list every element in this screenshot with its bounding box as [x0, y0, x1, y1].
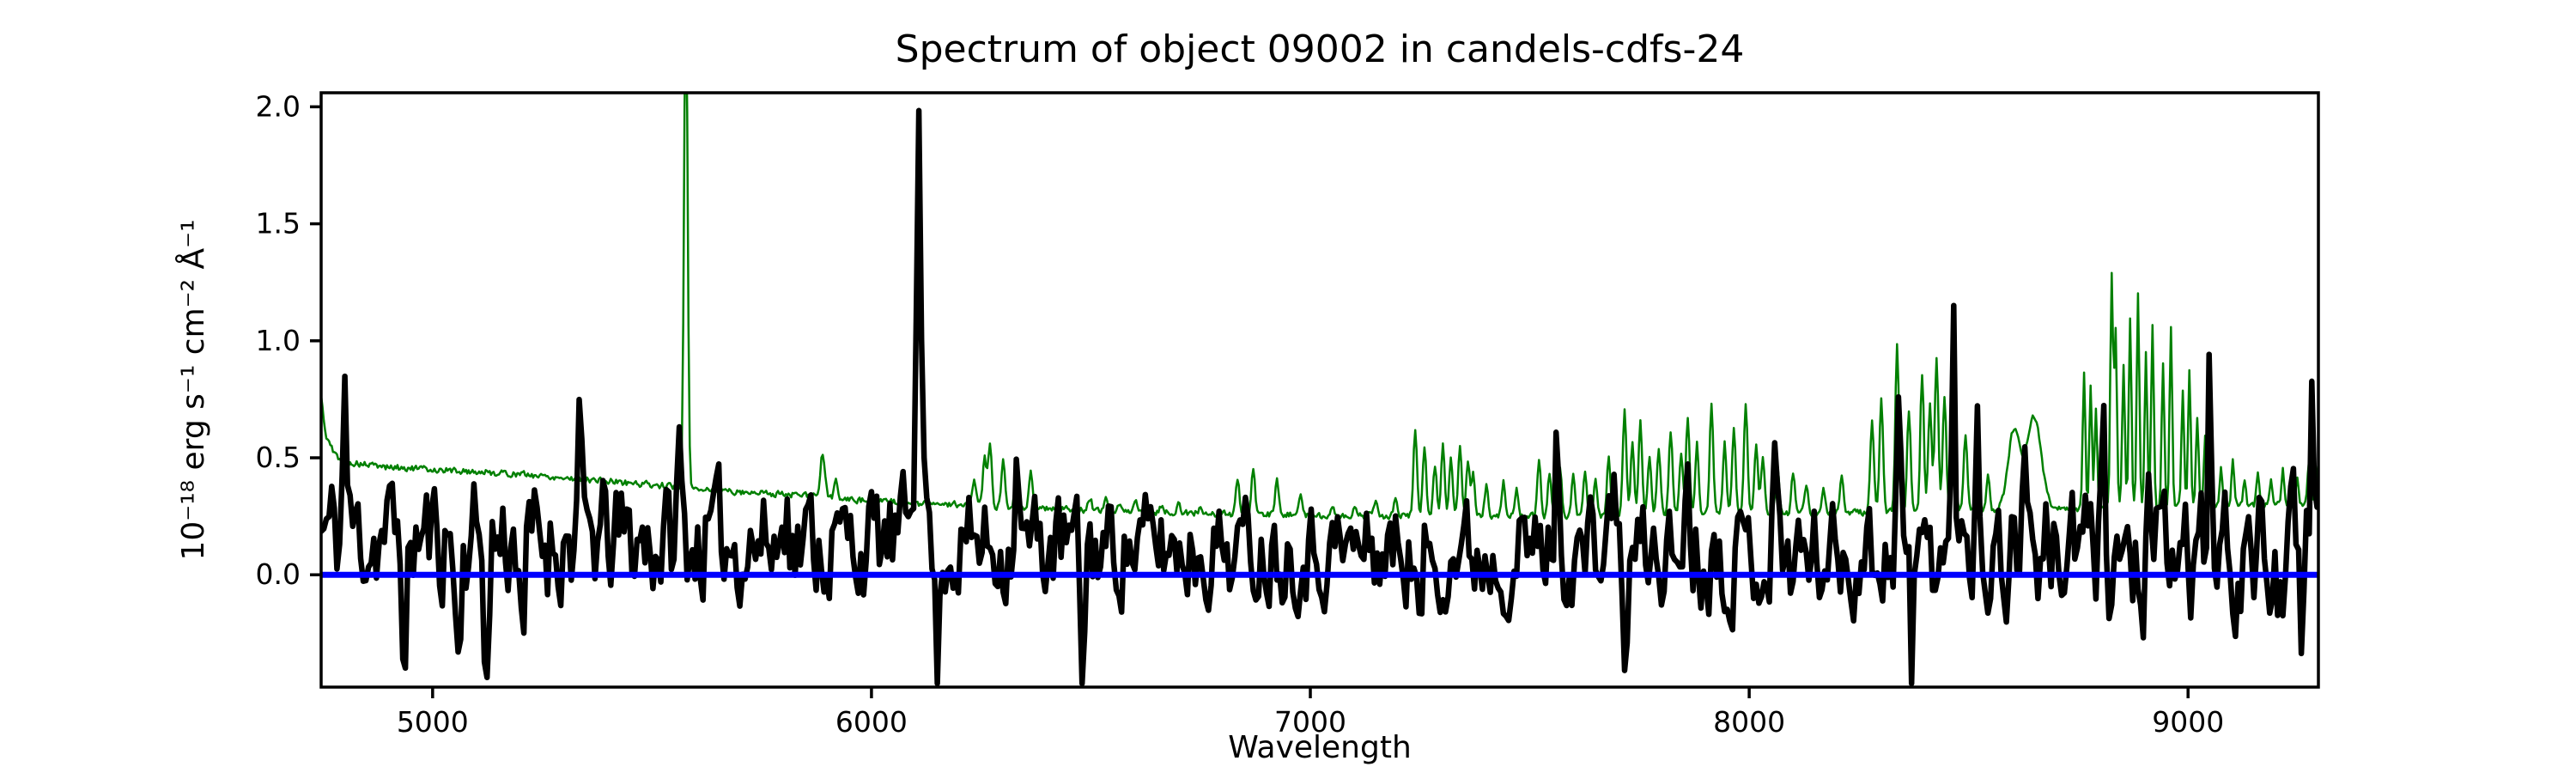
- x-tick-label: 8000: [1713, 705, 1785, 739]
- flux-spectrum-line: [321, 107, 2318, 687]
- y-axis-ticks: 0.0 0.5 1.0 1.5 2.0: [256, 89, 321, 591]
- y-tick-label: 0.0: [256, 557, 301, 591]
- y-tick-label: 2.0: [256, 89, 301, 123]
- error-spectrum-line: [321, 93, 2318, 520]
- x-axis-ticks: 5000 6000 7000 8000 9000: [397, 687, 2224, 739]
- plot-border: [319, 91, 2320, 689]
- x-tick-label: 9000: [2152, 705, 2224, 739]
- y-tick-label: 0.5: [256, 441, 301, 474]
- x-tick-label: 7000: [1274, 705, 1346, 739]
- series-lines: [321, 93, 2318, 687]
- x-tick-label: 5000: [397, 705, 469, 739]
- x-tick-label: 6000: [835, 705, 908, 739]
- y-tick-label: 1.0: [256, 324, 301, 357]
- chart-title: Spectrum of object 09002 in candels-cdfs…: [895, 27, 1745, 71]
- x-axis-label: Wavelength: [1228, 730, 1412, 765]
- y-tick-label: 1.5: [256, 207, 301, 240]
